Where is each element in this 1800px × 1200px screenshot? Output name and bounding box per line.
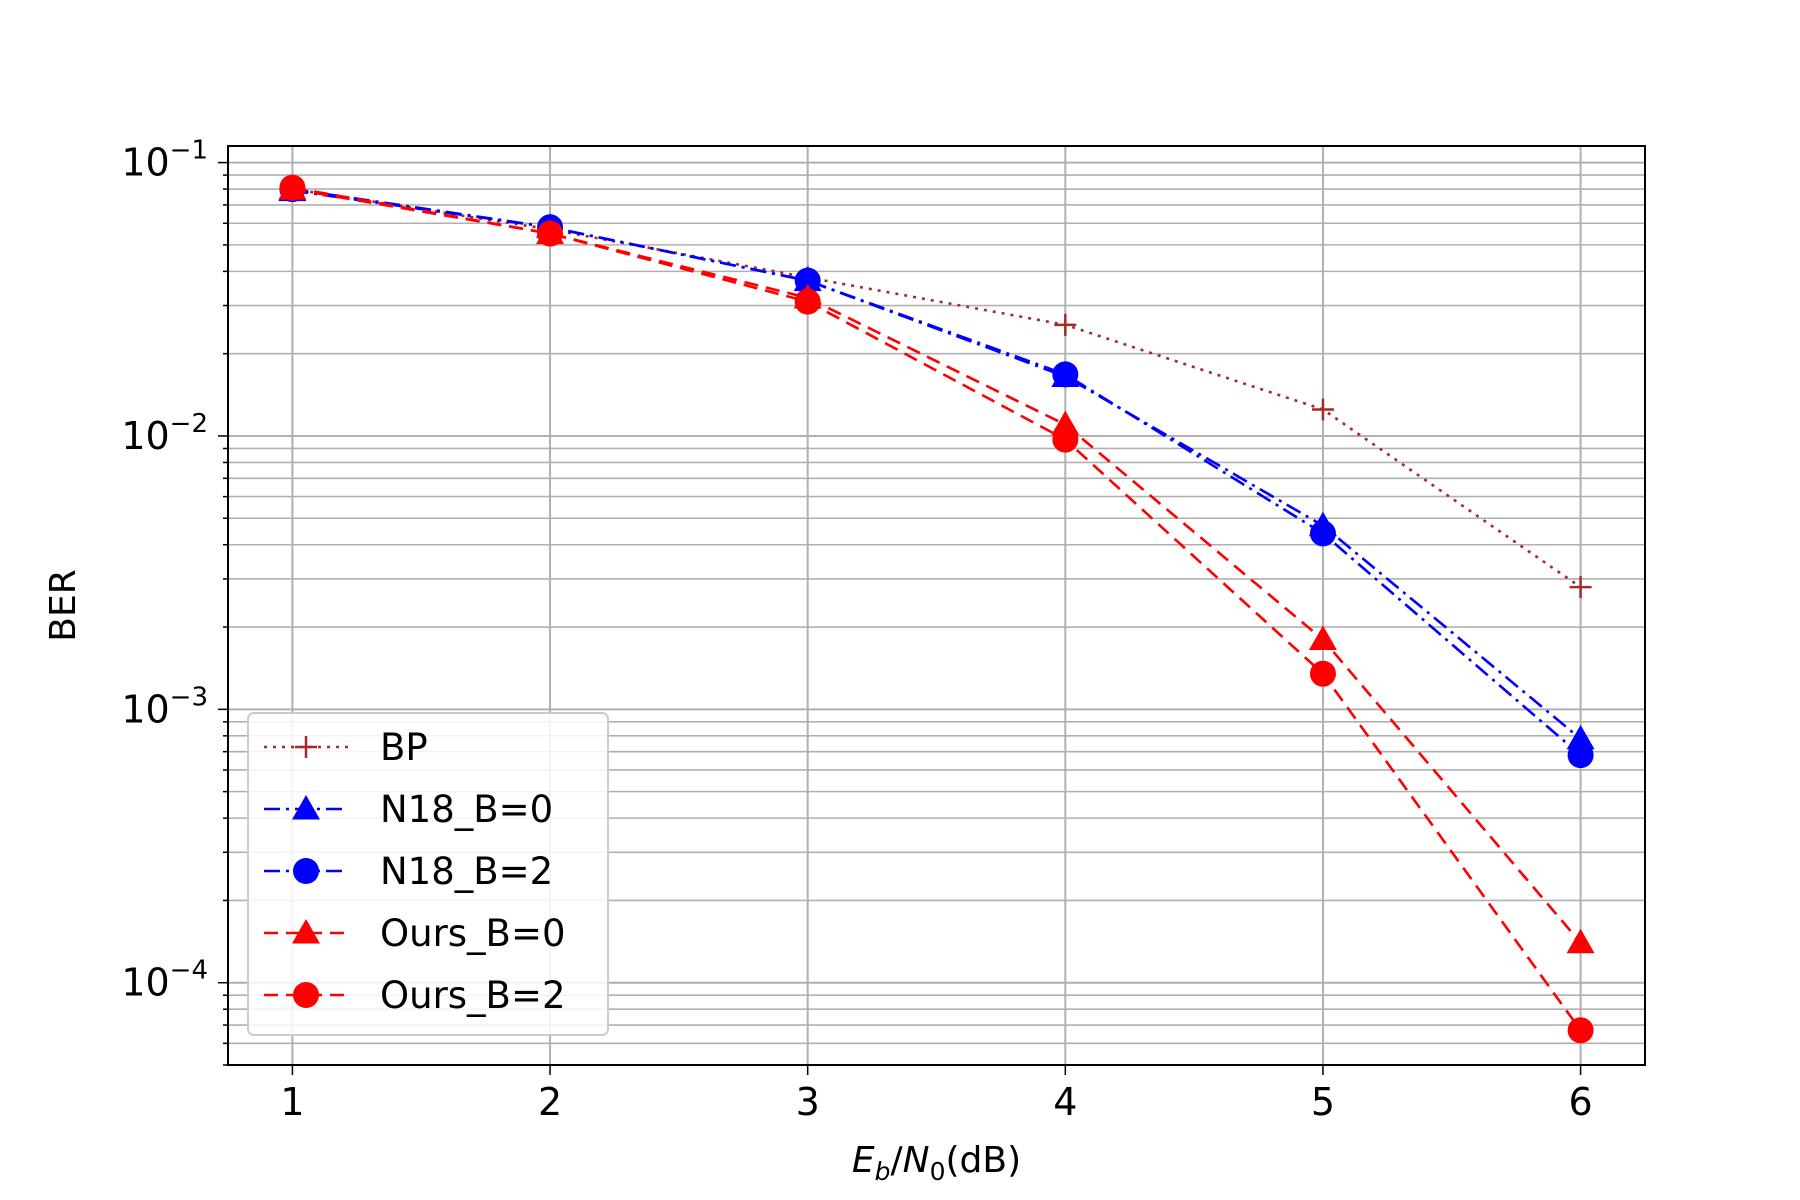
legend-marker xyxy=(292,919,320,944)
legend-box xyxy=(247,712,609,1036)
series-line-BP xyxy=(292,187,1582,589)
x-tick-label: 4 xyxy=(1053,1080,1077,1124)
data-point-Ours_B=0 xyxy=(1308,625,1337,651)
y-axis-label: BER xyxy=(43,569,84,641)
x-tick-label: 3 xyxy=(796,1080,820,1124)
legend-marker xyxy=(292,795,320,820)
x-tick-label: 1 xyxy=(280,1080,304,1124)
data-point-BP xyxy=(1569,576,1592,599)
series-line-Ours_B=2 xyxy=(292,186,1582,1032)
data-point-N18_B=2 xyxy=(794,267,821,294)
data-point-Ours_B=2 xyxy=(1052,426,1079,453)
series-line-N18_B=2 xyxy=(292,187,1582,757)
data-point-N18_B=2 xyxy=(1052,361,1079,388)
legend-label: N18_B=2 xyxy=(380,850,553,893)
plot-frame xyxy=(227,145,1646,1066)
data-point-BP xyxy=(1311,398,1334,421)
data-point-Ours_B=2 xyxy=(279,174,306,201)
legend-marker xyxy=(295,736,317,758)
legend-entry-N18_B=2: N18_B=2 xyxy=(264,850,553,893)
legend: BP N18_B=0 N18_B=2 Ours_B=0 Ours_B=2 xyxy=(247,712,609,1036)
x-axis-label: Eb/N0(dB) xyxy=(852,1140,1021,1186)
legend-marker xyxy=(293,858,319,884)
legend-marker xyxy=(293,982,319,1008)
legend-label: Ours_B=0 xyxy=(380,912,566,955)
legend-entry-BP: BP xyxy=(264,726,428,769)
series-layer xyxy=(278,174,1595,1044)
x-tick-label: 6 xyxy=(1568,1080,1592,1124)
x-tick-label: 2 xyxy=(538,1080,562,1124)
data-point-Ours_B=2 xyxy=(794,288,821,315)
legend-entry-Ours_B=0: Ours_B=0 xyxy=(264,912,566,955)
data-point-N18_B=0 xyxy=(1566,724,1595,750)
data-point-Ours_B=0 xyxy=(1566,928,1595,954)
y-tick-label: 10−4 xyxy=(121,956,208,1005)
legend-label: BP xyxy=(380,726,428,769)
y-tick-label: 10−2 xyxy=(121,409,208,458)
data-point-Ours_B=2 xyxy=(1567,1017,1594,1044)
data-point-N18_B=2 xyxy=(1309,520,1336,547)
x-tick-label: 5 xyxy=(1311,1080,1335,1124)
data-point-Ours_B=2 xyxy=(1309,660,1336,687)
ticks: 10−1 10−2 10−3 10−4 1 2 3 4 5 6 xyxy=(121,136,1592,1124)
series-line-Ours_B=0 xyxy=(292,187,1582,944)
data-point-Ours_B=2 xyxy=(537,220,564,247)
data-point-N18_B=2 xyxy=(1567,742,1594,769)
y-tick-label: 10−3 xyxy=(121,682,208,731)
data-point-BP xyxy=(1054,313,1077,336)
legend-label: Ours_B=2 xyxy=(380,974,566,1017)
legend-label: N18_B=0 xyxy=(380,788,553,831)
y-tick-label: 10−1 xyxy=(121,136,208,185)
series-Ours_B=2 xyxy=(279,174,1594,1044)
legend-entry-Ours_B=2: Ours_B=2 xyxy=(264,974,566,1017)
legend-entry-N18_B=0: N18_B=0 xyxy=(264,788,553,831)
